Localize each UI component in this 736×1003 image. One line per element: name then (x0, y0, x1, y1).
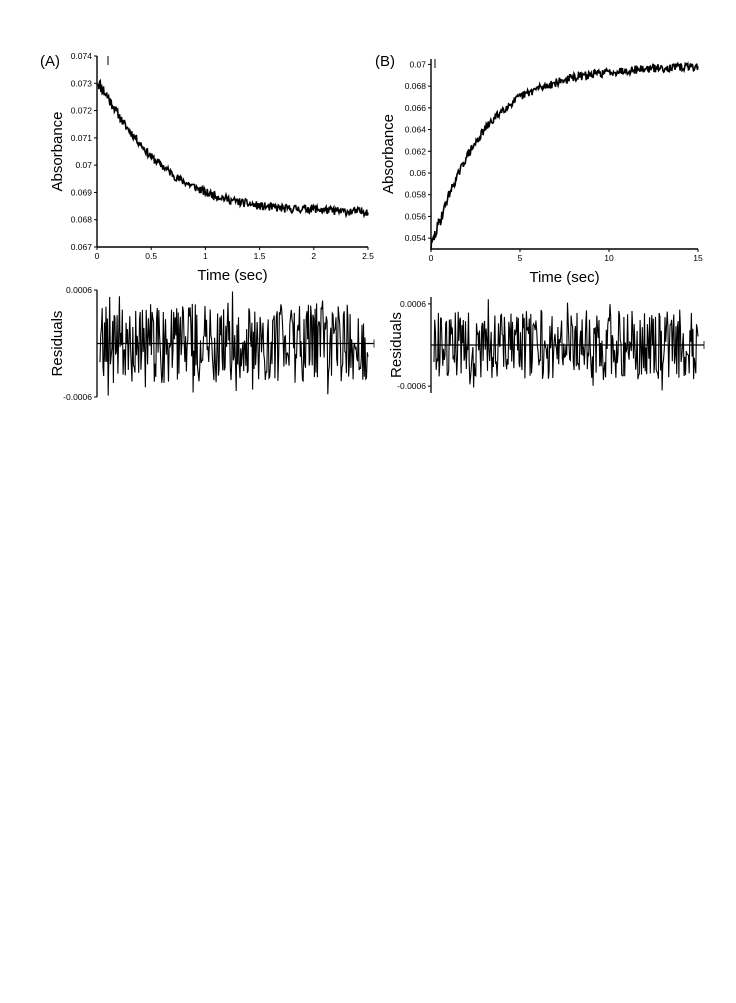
panel-a-residual-y-tick-label: 0.0006 (66, 285, 92, 295)
panel-b-x-tick-label: 10 (604, 253, 614, 263)
panel-a-x-axis-title: Time (sec) (197, 267, 267, 284)
panel-b-x-axis-title: Time (sec) (529, 269, 599, 286)
panel-a-y-tick-label: 0.071 (71, 133, 93, 143)
panel-a-y-tick-label: 0.069 (71, 187, 93, 197)
panel-b-residual-y-tick-label: 0.0006 (400, 299, 426, 309)
panel-a-x-tick-label: 1 (203, 251, 208, 261)
panel-a-y-tick-label: 0.072 (71, 106, 93, 116)
panel-a-label: (A) (40, 53, 60, 70)
panel-a-y-tick-label: 0.07 (75, 160, 92, 170)
panel-b-residual-y-tick-label: -0.0006 (397, 381, 426, 391)
panel-b-y-tick-label: 0.066 (405, 103, 427, 113)
panel-b-x-tick-label: 15 (693, 253, 703, 263)
panel-a-x-tick-label: 2.5 (362, 251, 374, 261)
panel-b-residual-trace (433, 299, 699, 391)
panel-a-x-tick-label: 0.5 (145, 251, 157, 261)
panel-a-x-tick-label: 1.5 (254, 251, 266, 261)
panel-b-x-tick-label: 0 (429, 253, 434, 263)
panel-a-y-tick-label: 0.068 (71, 215, 93, 225)
panel-b-y-axis-title: Absorbance (380, 114, 397, 194)
panel-a-y-tick-label: 0.073 (71, 78, 93, 88)
panel-b-y-tick-label: 0.06 (409, 168, 426, 178)
panel-b-series-trace (430, 60, 699, 251)
panel-a-series-trace (96, 78, 369, 219)
panel-a-y-axis-title: Absorbance (49, 111, 66, 191)
panel-b-residual-axis-title: Residuals (388, 312, 405, 378)
panel-b-y-tick-label: 0.068 (405, 81, 427, 91)
panel-b-y-tick-label: 0.07 (409, 59, 426, 69)
panel-b-x-tick-label: 5 (518, 253, 523, 263)
panel-a-y-tick-label: 0.067 (71, 242, 93, 252)
panel-b-y-tick-label: 0.056 (405, 211, 427, 221)
panel-a-x-tick-label: 0 (95, 251, 100, 261)
panel-b-y-tick-label: 0.054 (405, 233, 427, 243)
panel-b-y-tick-label: 0.058 (405, 190, 427, 200)
panel-a-residual-y-tick-label: -0.0006 (63, 392, 92, 402)
panel-b-y-tick-label: 0.062 (405, 146, 427, 156)
panel-b-label: (B) (375, 53, 395, 70)
panel-a-y-tick-label: 0.074 (71, 51, 93, 61)
panel-b-y-tick-label: 0.064 (405, 125, 427, 135)
panel-a-residual-trace (99, 291, 369, 396)
panel-a-x-tick-label: 2 (311, 251, 316, 261)
panel-a-residual-axis-title: Residuals (49, 311, 66, 377)
